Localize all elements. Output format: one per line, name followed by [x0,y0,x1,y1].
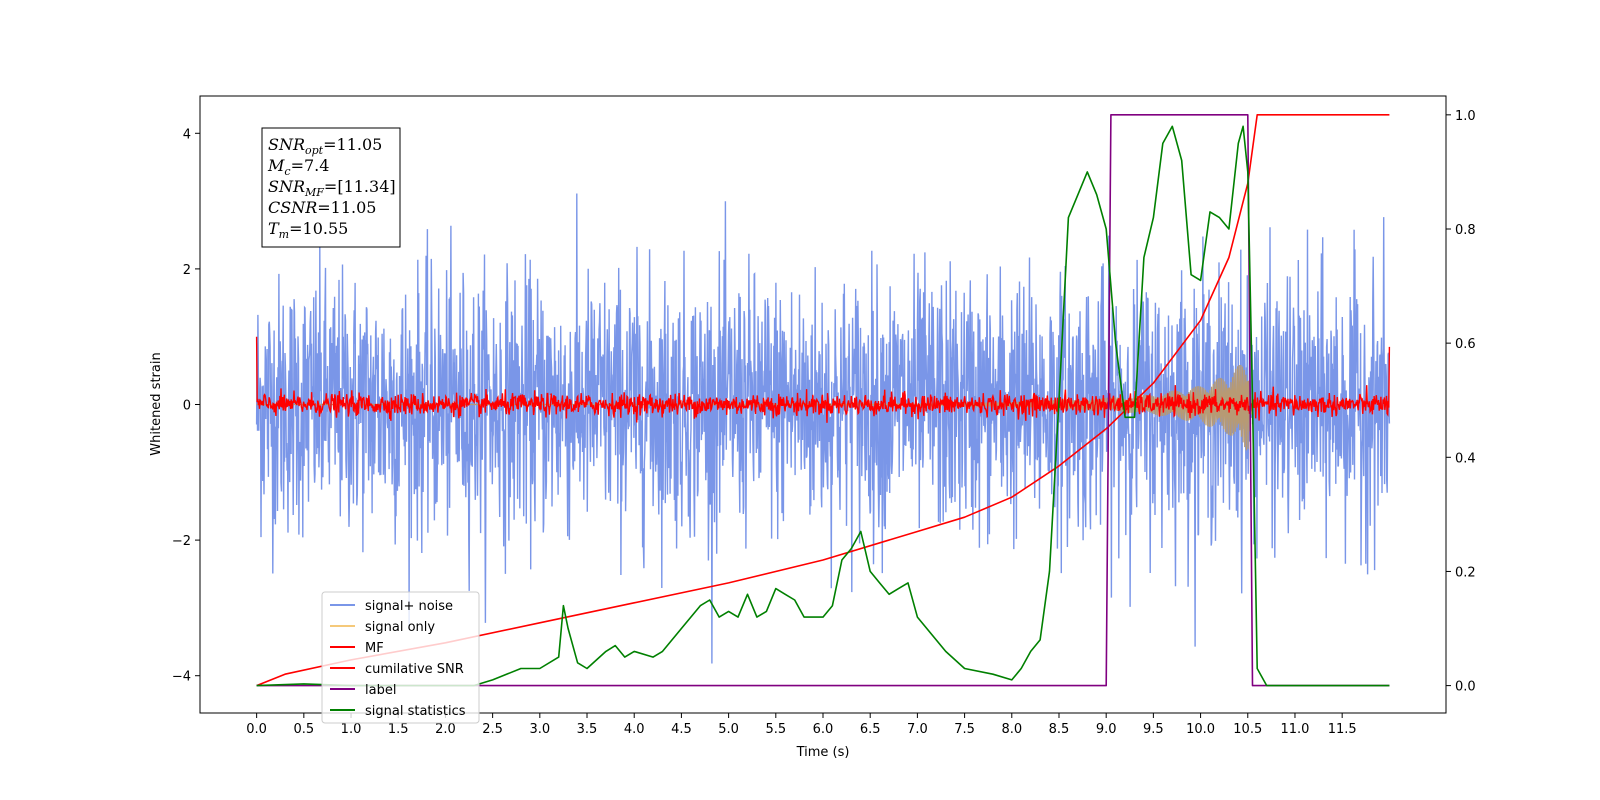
x-tick-label: 6.0 [813,722,834,737]
legend-label: signal only [365,620,435,635]
y-left-tick-label: 4 [183,127,191,142]
x-tick-label: 4.5 [671,722,692,737]
series-mf [255,336,1391,423]
x-tick-label: 0.0 [246,722,267,737]
legend-label: cumilative SNR [365,662,464,677]
x-tick-label: 4.0 [624,722,645,737]
info-snr-opt: SNRopt=11.05 [268,135,382,157]
info-snr-mf: SNRMF=[11.34] [268,177,396,199]
x-tick-label: 7.0 [907,722,928,737]
y-axis-left: −4 −2 0 2 4 [172,127,200,685]
info-box: SNRopt=11.05 Mc=7.4 SNRMF=[11.34] CSNR=1… [261,127,401,248]
y-left-tick-label: 2 [183,263,191,278]
x-tick-label: 3.5 [577,722,598,737]
y-left-tick-label: −2 [172,534,191,549]
x-tick-label: 5.5 [765,722,786,737]
x-tick-label: 1.5 [388,722,409,737]
x-tick-label: 9.5 [1143,722,1164,737]
y-right-tick-label: 0.4 [1455,451,1476,466]
legend-label: label [365,683,396,698]
y-axis-right: 0.0 0.2 0.4 0.6 0.8 1.0 [1446,109,1476,695]
legend-label: signal statistics [365,704,466,719]
legend-label: signal+ noise [365,599,453,614]
x-tick-label: 0.5 [293,722,314,737]
info-tm: Tm=10.55 [268,219,348,241]
y-right-tick-label: 0.8 [1455,223,1476,238]
x-tick-label: 10.0 [1186,722,1215,737]
y-right-tick-label: 0.2 [1455,565,1476,580]
y-axis-title: Whitened strain [149,352,164,455]
info-csnr: CSNR=11.05 [268,198,376,217]
series-signal-statistics [256,125,1390,687]
info-mc: Mc=7.4 [267,156,329,178]
y-right-tick-label: 1.0 [1455,109,1476,124]
x-tick-label: 2.5 [482,722,503,737]
x-tick-label: 7.5 [954,722,975,737]
y-left-tick-label: 0 [183,399,191,414]
y-right-tick-label: 0.0 [1455,680,1476,695]
x-tick-label: 3.0 [529,722,550,737]
y-left-tick-label: −4 [172,670,191,685]
legend-frame [321,591,480,724]
legend: signal+ noise signal only MF cumilative SNR… [321,591,480,724]
x-tick-label: 8.0 [1001,722,1022,737]
x-tick-label: 9.0 [1096,722,1117,737]
x-tick-label: 2.0 [435,722,456,737]
x-tick-label: 6.5 [860,722,881,737]
x-tick-label: 11.5 [1328,722,1357,737]
x-tick-label: 8.5 [1049,722,1070,737]
x-tick-label: 11.0 [1280,722,1309,737]
x-axis-title: Time (s) [796,745,850,760]
y-right-tick-label: 0.6 [1455,337,1476,352]
legend-label: MF [365,641,384,656]
x-tick-label: 1.0 [341,722,362,737]
x-tick-label: 10.5 [1233,722,1262,737]
x-axis: 0.0 0.5 1.0 1.5 2.0 2.5 3.0 3.5 4.0 4.5 5.0 5.5 6.0 6… [246,713,1357,737]
series-signal-noise [255,193,1391,664]
x-tick-label: 5.0 [718,722,739,737]
